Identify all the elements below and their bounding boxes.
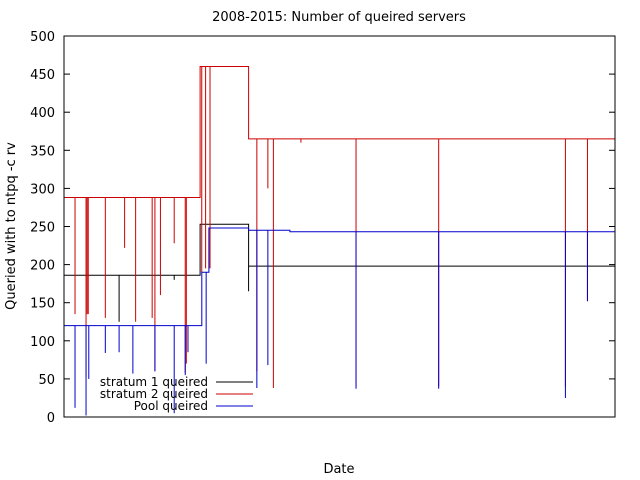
y-tick-label: 200	[30, 259, 55, 274]
legend-label: stratum 2 queired	[100, 387, 208, 401]
y-tick-label: 500	[30, 30, 55, 45]
series-line	[64, 227, 615, 327]
series-3	[64, 227, 615, 416]
chart-title: 2008-2015: Number of queired servers	[212, 10, 466, 25]
y-tick-label: 0	[47, 411, 55, 426]
series-line	[64, 223, 615, 276]
tick-layer: 0 50 100 150 200 250 300 350 400 450 500	[30, 30, 615, 426]
legend-label: stratum 1 queired	[100, 375, 208, 389]
y-tick-label: 350	[30, 144, 55, 159]
series-1	[64, 223, 615, 322]
y-tick-label: 150	[30, 297, 55, 312]
series-line	[64, 66, 615, 198]
y-tick-label: 300	[30, 182, 55, 197]
series-layer	[64, 66, 615, 416]
y-tick-label: 250	[30, 221, 55, 236]
series-2	[64, 66, 615, 389]
y-tick-label: 50	[38, 373, 55, 388]
plot-frame	[63, 35, 616, 418]
legend-label: Pool queired	[134, 399, 208, 413]
y-axis-label: Queried with to ntpq -c rv	[4, 142, 19, 310]
x-axis-label: Date	[323, 462, 354, 477]
y-tick-label: 450	[30, 68, 55, 83]
y-tick-label: 100	[30, 335, 55, 350]
y-tick-label: 400	[30, 106, 55, 121]
